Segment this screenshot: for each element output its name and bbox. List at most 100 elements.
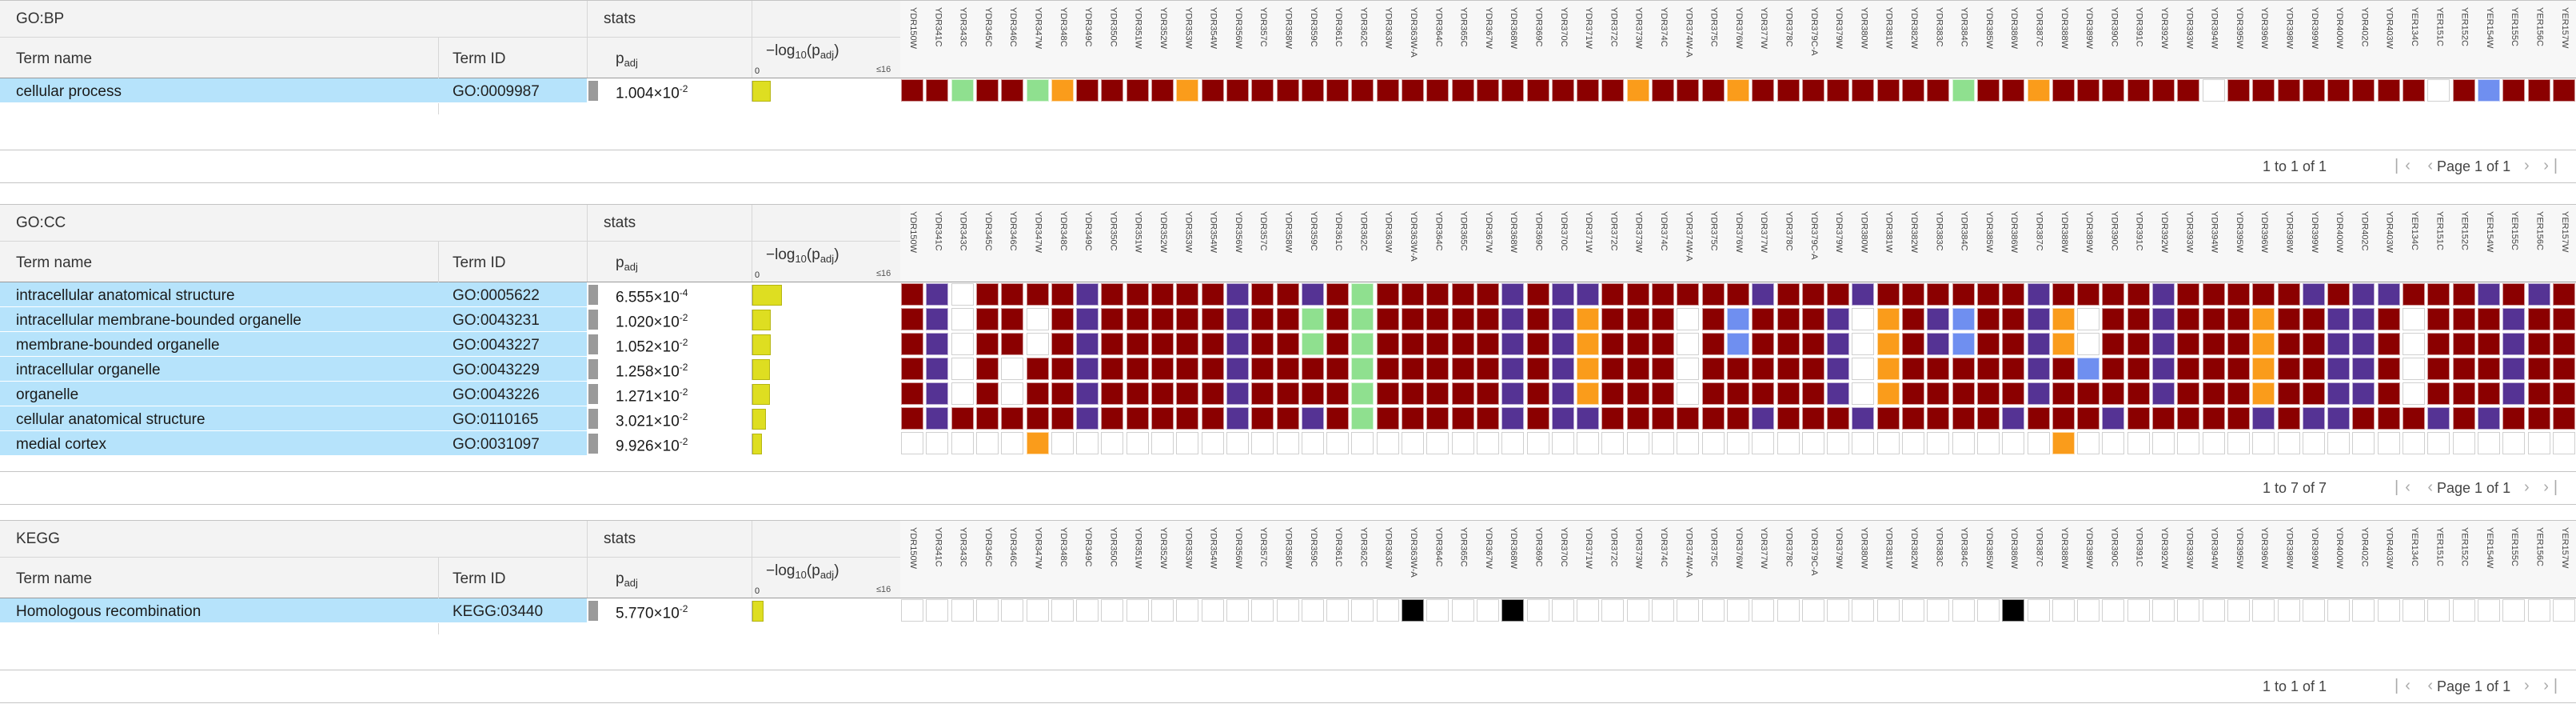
gene-evidence-cell[interactable] — [1701, 283, 1725, 306]
gene-label[interactable]: YDR383C — [1934, 7, 1944, 47]
gene-evidence-cell[interactable] — [2002, 358, 2025, 380]
gene-label[interactable]: YDR346C — [1008, 7, 1019, 47]
gene-evidence-cell[interactable] — [975, 407, 999, 430]
gene-label[interactable]: YDR379C-A — [1808, 527, 1819, 576]
gene-evidence-cell[interactable] — [1976, 407, 2000, 430]
gene-evidence-cell[interactable] — [2227, 382, 2250, 405]
gene-evidence-cell[interactable] — [2202, 407, 2225, 430]
gene-evidence-cell[interactable] — [1876, 432, 1900, 454]
term-row[interactable]: medial cortex GO:0031097 9.926×10-2 — [0, 431, 2576, 456]
term-name[interactable]: medial cortex — [16, 436, 106, 453]
gene-evidence-cell[interactable] — [1201, 407, 1224, 430]
gene-evidence-cell[interactable] — [1376, 407, 1399, 430]
gene-label[interactable]: YDR363W-A — [1409, 211, 1418, 262]
gene-evidence-cell[interactable] — [2077, 308, 2100, 330]
gene-evidence-cell[interactable] — [1601, 382, 1625, 405]
gene-label[interactable]: YDR375C — [1709, 527, 1719, 567]
gene-label[interactable]: YER157W — [2559, 527, 2570, 569]
gene-label[interactable]: YDR378C — [1784, 527, 1794, 567]
gene-evidence-cell[interactable] — [1852, 358, 1875, 380]
gene-evidence-cell[interactable] — [2502, 333, 2526, 355]
gene-evidence-cell[interactable] — [2352, 79, 2375, 102]
gene-evidence-cell[interactable] — [1301, 407, 1324, 430]
gene-label[interactable]: YDR395W — [2234, 211, 2244, 253]
gene-label[interactable]: YDR402C — [2359, 211, 2370, 251]
gene-label[interactable]: YDR363W-A — [1409, 7, 1418, 58]
gene-evidence-cell[interactable] — [2052, 432, 2075, 454]
gene-evidence-cell[interactable] — [1001, 358, 1024, 380]
gene-label[interactable]: YER157W — [2559, 7, 2570, 49]
gene-evidence-cell[interactable] — [1101, 407, 1124, 430]
gene-label[interactable]: YDR395W — [2234, 7, 2244, 49]
gene-evidence-cell[interactable] — [1001, 283, 1024, 306]
gene-evidence-cell[interactable] — [2127, 308, 2150, 330]
gene-evidence-cell[interactable] — [2252, 308, 2275, 330]
gene-label[interactable]: YDR352W — [1158, 527, 1168, 569]
gene-evidence-cell[interactable] — [951, 333, 974, 355]
gene-label[interactable]: YDR389W — [2084, 527, 2095, 569]
gene-label[interactable]: YDR368W — [1509, 527, 1519, 569]
gene-label[interactable]: YDR387C — [2034, 7, 2044, 47]
gene-evidence-cell[interactable] — [1776, 407, 1800, 430]
gene-evidence-cell[interactable] — [2152, 79, 2175, 102]
gene-evidence-cell[interactable] — [2127, 382, 2150, 405]
gene-label[interactable]: YDR350C — [1108, 527, 1119, 567]
gene-label[interactable]: YDR343C — [958, 7, 968, 47]
gene-evidence-cell[interactable] — [1551, 382, 1574, 405]
gene-evidence-cell[interactable] — [1176, 599, 1199, 622]
gene-evidence-cell[interactable] — [1501, 308, 1525, 330]
gene-evidence-cell[interactable] — [2327, 333, 2351, 355]
gene-label[interactable]: YDR391C — [2134, 7, 2144, 47]
column-padj[interactable]: padj — [616, 254, 638, 273]
gene-evidence-cell[interactable] — [1501, 79, 1525, 102]
gene-label[interactable]: YDR372C — [1609, 527, 1619, 567]
gene-label[interactable]: YER151C — [2434, 527, 2445, 566]
gene-label[interactable]: YDR374W-A — [1684, 527, 1694, 578]
term-id[interactable]: GO:0110165 — [453, 411, 539, 428]
gene-label[interactable]: YER134C — [2410, 211, 2419, 250]
gene-evidence-cell[interactable] — [2427, 283, 2450, 306]
gene-label[interactable]: YDR399W — [2309, 211, 2319, 253]
column-neglog-padj[interactable]: −log10(padj) — [766, 246, 839, 265]
gene-evidence-cell[interactable] — [2377, 79, 2400, 102]
gene-evidence-cell[interactable] — [1301, 283, 1324, 306]
gene-evidence-cell[interactable] — [1952, 79, 1975, 102]
gene-evidence-cell[interactable] — [2302, 333, 2325, 355]
gene-label[interactable]: YDR383C — [1934, 211, 1944, 251]
gene-label[interactable]: YDR345C — [983, 527, 993, 567]
gene-evidence-cell[interactable] — [1476, 407, 1499, 430]
gene-evidence-cell[interactable] — [1551, 283, 1574, 306]
gene-evidence-cell[interactable] — [1752, 333, 1775, 355]
gene-evidence-cell[interactable] — [2127, 432, 2150, 454]
gene-evidence-cell[interactable] — [1526, 358, 1549, 380]
gene-evidence-cell[interactable] — [1726, 79, 1749, 102]
gene-evidence-cell[interactable] — [1976, 432, 2000, 454]
gene-evidence-cell[interactable] — [1126, 283, 1149, 306]
gene-evidence-cell[interactable] — [2177, 79, 2200, 102]
gene-evidence-cell[interactable] — [1476, 382, 1499, 405]
gene-evidence-cell[interactable] — [2377, 308, 2400, 330]
gene-evidence-cell[interactable] — [1276, 599, 1299, 622]
gene-evidence-cell[interactable] — [1726, 407, 1749, 430]
gene-evidence-cell[interactable] — [1752, 382, 1775, 405]
gene-evidence-cell[interactable] — [2077, 407, 2100, 430]
gene-evidence-cell[interactable] — [1201, 308, 1224, 330]
gene-evidence-cell[interactable] — [2427, 308, 2450, 330]
gene-evidence-cell[interactable] — [1927, 333, 1950, 355]
gene-evidence-cell[interactable] — [1176, 432, 1199, 454]
gene-evidence-cell[interactable] — [1902, 308, 1924, 330]
gene-evidence-cell[interactable] — [1701, 382, 1725, 405]
gene-evidence-cell[interactable] — [1501, 407, 1525, 430]
gene-evidence-cell[interactable] — [1301, 599, 1324, 622]
gene-evidence-cell[interactable] — [1852, 283, 1875, 306]
gene-evidence-cell[interactable] — [1927, 432, 1950, 454]
gene-label[interactable]: YDR402C — [2359, 527, 2370, 567]
gene-evidence-cell[interactable] — [2552, 308, 2575, 330]
gene-evidence-cell[interactable] — [1827, 432, 1850, 454]
column-term-id[interactable]: Term ID — [453, 570, 506, 587]
gene-evidence-cell[interactable] — [1101, 308, 1124, 330]
gene-label[interactable]: YER154W — [2484, 211, 2494, 253]
gene-evidence-cell[interactable] — [2052, 382, 2075, 405]
gene-evidence-cell[interactable] — [1952, 432, 1975, 454]
gene-label[interactable]: YDR352W — [1158, 7, 1168, 49]
